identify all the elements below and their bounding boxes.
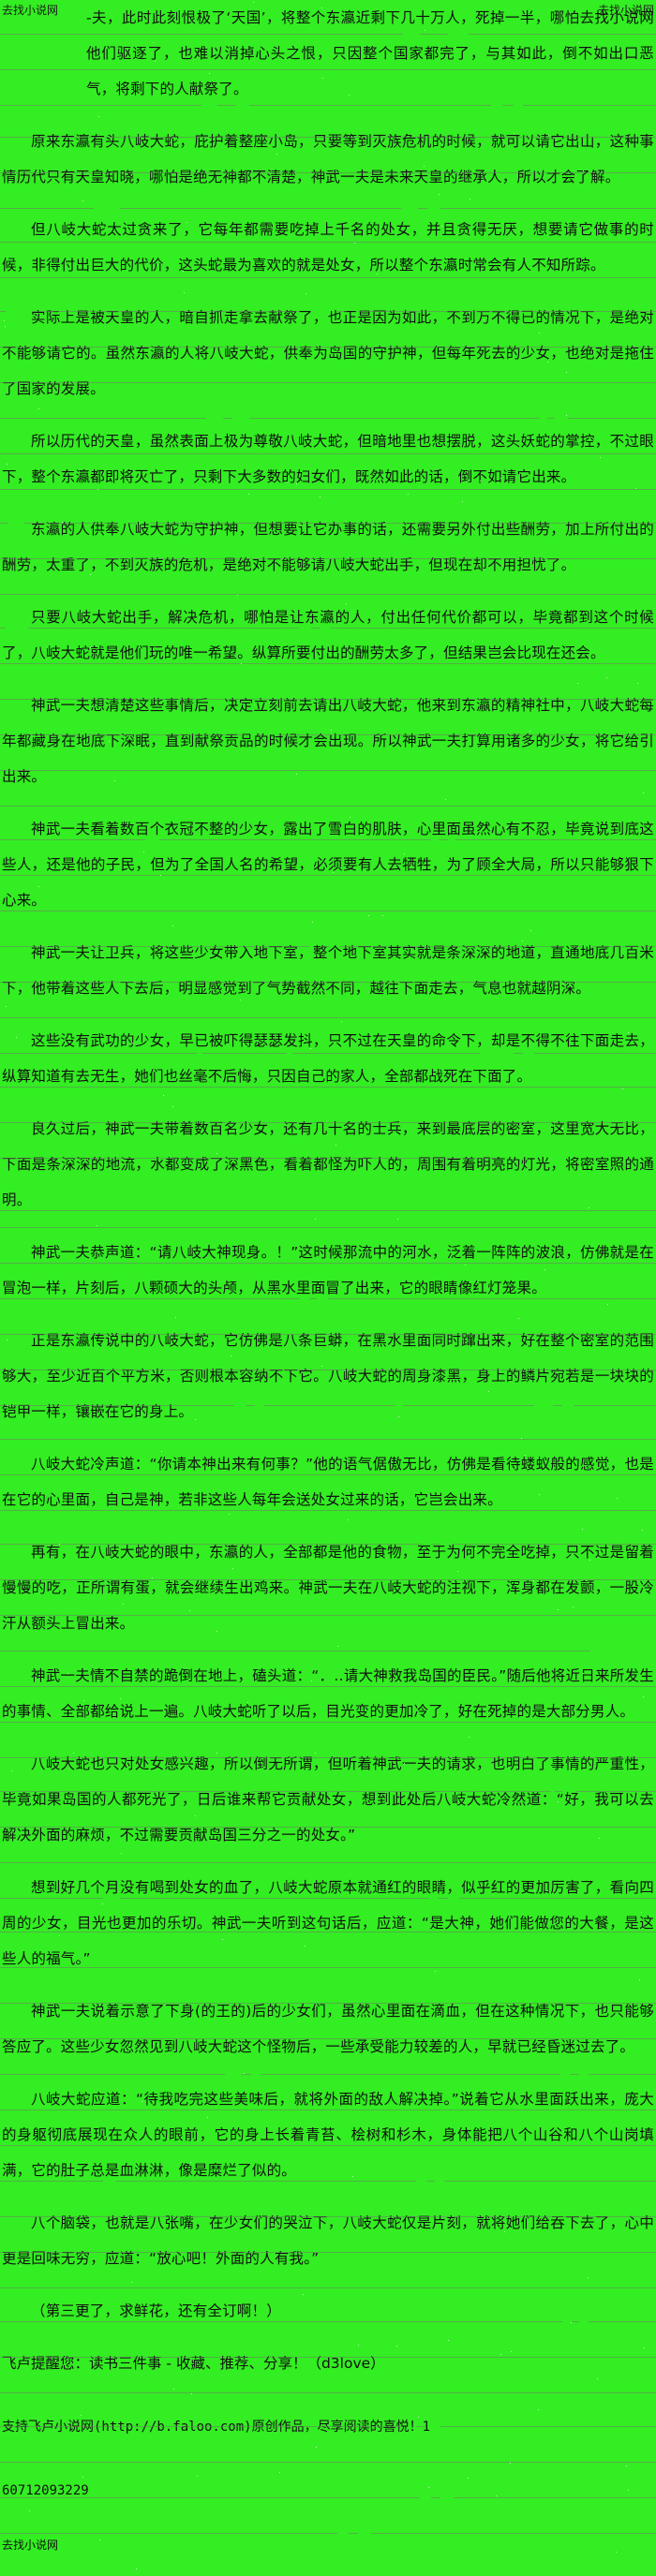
chapter-paragraph: 实际上是被天皇的人，暗自抓走拿去献祭了，也正是因为如此，不到万不得已的情况下，是…: [2, 309, 654, 397]
chapter-paragraph: 神武一夫说着示意了下身(的王的)后的少女们，虽然心里面在滴血，但在这种情况下，也…: [2, 2003, 654, 2055]
chapter-paragraph: （第三更了，求鲜花，还有全订啊！）: [31, 2302, 281, 2319]
chapter-paragraph: -夫，此时此刻恨极了‘天国’，将整个东瀛近剩下几十万人，死掉一半，哪怕去找小说网…: [86, 9, 654, 97]
chapter-paragraph: 神武一夫情不自禁的跪倒在地上，磕头道：“．‥请大神救我岛国的臣民。”随后他将近日…: [2, 1667, 654, 1720]
chapter-paragraph: 原来东瀛有头八岐大蛇，庇护着整座小岛，只要等到灭族危机的时候，就可以请它出山，这…: [2, 133, 654, 185]
watermark-row: 去找小说网 去找小说网: [0, 2, 656, 19]
chapter-paragraph: 八岐大蛇冷声道：“你请本神出来有何事？”他的语气倨傲无比，仿佛是看待蝼蚁般的感觉…: [2, 1456, 654, 1508]
chapter-paragraph: 所以历代的天皇，虽然表面上极为尊敬八岐大蛇，但暗地里也想摆脱，这头妖蛇的掌控，不…: [2, 433, 654, 485]
footer-reminder: 飞卢提醒您：读书三件事 - 收藏、推荐、分享！（d3love）: [2, 2355, 385, 2372]
chapter-paragraph: 想到好几个月没有喝到处女的血了，八岐大蛇原本就通红的眼睛，似乎红的更加厉害了，看…: [2, 1879, 654, 1967]
chapter-paragraph: 神武一夫想清楚这些事情后，决定立刻前去请出八岐大蛇，他来到东瀛的精神社中，八岐大…: [2, 697, 654, 785]
chapter-paragraph: 这些没有武功的少女，早已被吓得瑟瑟发抖，只不过在天皇的命令下，却是不得不往下面走…: [2, 1032, 654, 1085]
footer-site-tag: 去找小说网: [2, 2539, 59, 2552]
footer-id-line: 60712093229: [2, 2483, 89, 2498]
chapter-paragraph: 八岐大蛇也只对处女感兴趣，所以倒无所谓，但听着神武一夫的请求，也明白了事情的严重…: [2, 1755, 654, 1843]
chapter-paragraph: 正是东瀛传说中的八岐大蛇，它仿佛是八条巨蟒，在黑水里面同时蹿出来，好在整个密室的…: [2, 1332, 654, 1420]
chapter-paragraph: 神武一夫恭声道：“请八岐大神现身。！”这时候那流中的河水，泛着一阵阵的波浪，仿佛…: [2, 1244, 654, 1296]
chapter-paragraph: 但八岐大蛇太过贪来了，它每年都需要吃掉上千名的处女，并且贪得无厌，想要请它做事的…: [2, 221, 654, 274]
chapter-paragraph: 神武一夫让卫兵，将这些少女带入地下室，整个地下室其实就是条深深的地道，直通地底几…: [2, 944, 654, 997]
chapter-paragraph: 再有，在八岐大蛇的眼中，东瀛的人，全部都是他的食物，至于为何不完全吃掉，只不过是…: [2, 1544, 654, 1632]
footer-support-line: 支持飞卢小说网(http://b.faloo.com)原创作品，尽享阅读的喜悦！…: [2, 2420, 431, 2435]
chapter-paragraph: 八个脑袋，也就是八张嘴，在少女们的哭泣下，八岐大蛇仅是片刻，就将她们给吞下去了，…: [2, 2214, 654, 2267]
chapter-footer: 飞卢提醒您：读书三件事 - 收藏、推荐、分享！（d3love） 支持飞卢小说网(h…: [0, 2346, 656, 2554]
chapter-paragraph: 只要八岐大蛇出手，解决危机，哪怕是让东瀛的人，付出任何代价都可以，毕竟都到这个时…: [2, 609, 654, 661]
chapter-paragraph: 东瀛的人供奉八岐大蛇为守护神，但想要让它办事的话，还需要另外付出些酬劳，加上所付…: [2, 521, 654, 573]
chapter-paragraph: 神武一夫看着数百个衣冠不整的少女，露出了雪白的肌肤，心里面虽然心有不忍，毕竟说到…: [2, 821, 654, 909]
chapter-paragraph: 良久过后，神武一夫带着数百名少女，还有几十名的士兵，来到最底层的密室，这里宽大无…: [2, 1120, 654, 1208]
watermark-right-label: 去找小说网: [597, 4, 654, 17]
watermark-left-label: 去找小说网: [2, 4, 59, 17]
chapter-paragraph: 八岐大蛇应道：“待我吃完这些美味后，就将外面的敌人解决掉。”说着它从水里面跃出来…: [2, 2091, 654, 2179]
